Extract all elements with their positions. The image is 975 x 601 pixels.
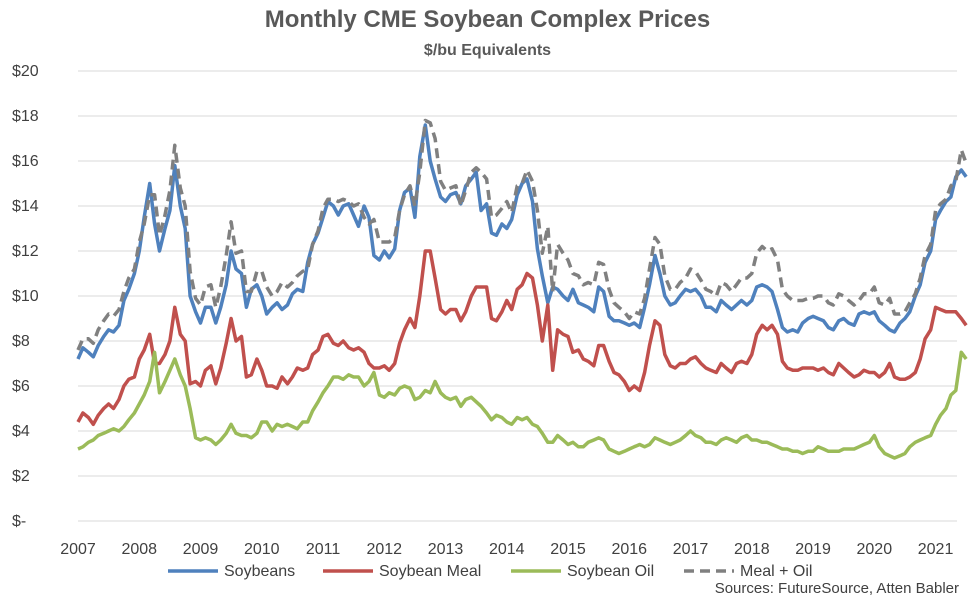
source-note: Sources: FutureSource, Atten Babler — [714, 580, 959, 597]
y-tick-label: $6 — [12, 378, 30, 395]
legend-label: Soybeans — [224, 563, 295, 580]
x-tick-label: 2015 — [550, 541, 586, 558]
y-tick-label: $4 — [12, 423, 30, 440]
x-tick-label: 2013 — [428, 541, 464, 558]
x-tick-label: 2021 — [918, 541, 954, 558]
x-tick-label: 2012 — [366, 541, 402, 558]
x-tick-label: 2018 — [734, 541, 770, 558]
y-tick-label: $2 — [12, 468, 30, 485]
y-tick-label: $8 — [12, 333, 30, 350]
legend-label: Soybean Meal — [379, 563, 481, 580]
y-tick-label: $18 — [12, 108, 39, 125]
y-tick-label: $14 — [12, 198, 39, 215]
y-tick-label: $20 — [12, 63, 39, 80]
chart-title: Monthly CME Soybean Complex Prices — [264, 6, 711, 33]
x-tick-label: 2019 — [795, 541, 831, 558]
y-tick-label: $12 — [12, 243, 39, 260]
legend-label: Meal + Oil — [740, 563, 812, 580]
series-line-soybean-oil — [77, 350, 968, 460]
gridlines — [78, 70, 957, 522]
x-tick-label: 2020 — [857, 541, 893, 558]
x-tick-label: 2008 — [121, 541, 157, 558]
x-tick-label: 2017 — [673, 541, 709, 558]
legend: Soybeans Soybean Meal Soybean Oil Meal + Oi… — [168, 563, 812, 580]
y-tick-label: $- — [12, 513, 26, 530]
y-axis-ticks: $- $2 $4 $6 $8 $10 $12 $14 $16 $18 $20 — [12, 63, 39, 530]
series-lines — [76, 118, 968, 460]
legend-label: Soybean Oil — [567, 563, 654, 580]
y-tick-label: $16 — [12, 153, 39, 170]
x-axis-ticks: 2007 2008 2009 2010 2011 2012 2013 2014 2015 2016… — [60, 541, 953, 558]
series-line-soybeans — [76, 123, 968, 360]
x-tick-label: 2007 — [60, 541, 96, 558]
x-tick-label: 2010 — [244, 541, 280, 558]
x-tick-label: 2009 — [183, 541, 219, 558]
y-tick-label: $10 — [12, 288, 39, 305]
x-tick-label: 2011 — [306, 541, 341, 558]
series-line-meal-oil — [76, 118, 968, 351]
chart-subtitle: $/bu Equivalents — [423, 42, 552, 59]
x-tick-label: 2016 — [611, 541, 647, 558]
x-tick-label: 2014 — [489, 541, 525, 558]
series-line-soybean-meal — [76, 249, 968, 427]
